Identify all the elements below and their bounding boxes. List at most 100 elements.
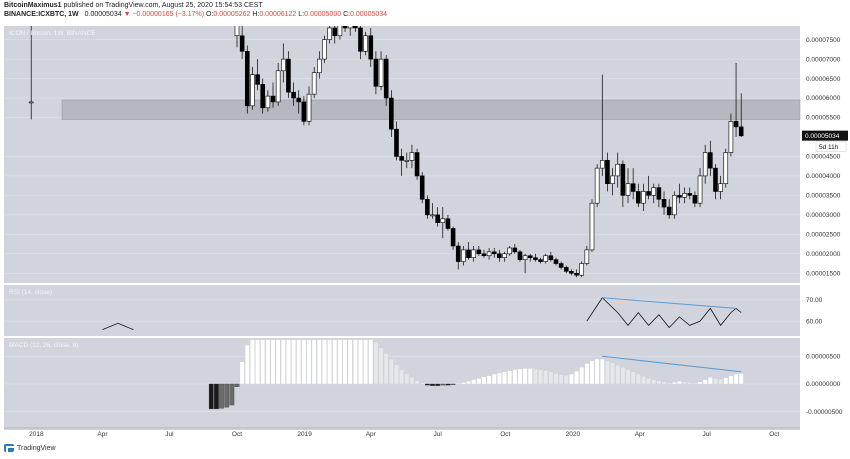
macd-histogram-bar (414, 380, 420, 385)
low-value: 0.00005000 (304, 11, 342, 18)
price-tick-label: 0.00007500 (806, 37, 841, 44)
x-tick-label: Apr (635, 431, 646, 438)
macd-histogram-bar (214, 383, 219, 410)
macd-histogram-bar (337, 339, 343, 385)
macd-histogram-bar (671, 382, 677, 385)
tradingview-logo-icon (4, 444, 14, 452)
macd-histogram-bar (342, 339, 348, 385)
candle-body (641, 191, 646, 204)
close-value: 0.00005034 (350, 11, 388, 18)
candle-body (656, 187, 662, 200)
candle-body (610, 175, 615, 185)
macd-histogram-bar (599, 358, 605, 385)
candle-body (672, 195, 677, 216)
macd-histogram-bar (440, 383, 446, 386)
price-tick-label: 0.00006000 (806, 95, 841, 102)
published-text: published on TradingView.com, August 25,… (63, 2, 263, 9)
candle-body (275, 70, 281, 103)
candle-body (569, 271, 574, 274)
candle-body (522, 255, 528, 260)
symbol-label: BINANCE:ICXBTC, 1W (4, 11, 79, 18)
candle-body (507, 247, 512, 255)
change-value: ▼ −0.00000165 (−3.17%) (123, 11, 205, 18)
x-tick-label: Oct (232, 431, 242, 438)
candle-body (558, 263, 564, 268)
candle-body (702, 152, 708, 177)
candle-body (718, 183, 723, 192)
candle-body (239, 35, 245, 52)
candle-body (538, 259, 543, 262)
candle-body (486, 251, 492, 257)
candle-body (363, 35, 368, 52)
macd-histogram-bar (409, 377, 415, 385)
resistance-zone (61, 99, 801, 120)
macd-histogram-bar (435, 383, 440, 386)
candle-body (476, 249, 482, 255)
macd-histogram-bar (553, 373, 559, 385)
candle-body (651, 187, 657, 196)
macd-histogram-bar (260, 339, 266, 385)
last-value: 0.00005034 (84, 11, 122, 18)
candle-body (517, 251, 523, 260)
candle-body (553, 259, 559, 264)
macd-histogram-bar (702, 379, 708, 385)
macd-histogram-bar (255, 339, 260, 385)
candle-body (466, 249, 471, 258)
macd-histogram-bar (466, 381, 471, 385)
macd-histogram-bar (383, 353, 389, 385)
rsi-divergence-line (602, 297, 737, 309)
macd-histogram-bar (250, 339, 255, 385)
candle-body (471, 249, 476, 258)
macd-histogram-bar (286, 339, 291, 385)
macd-histogram-bar (543, 370, 549, 385)
open-label: O: (206, 11, 214, 18)
macd-histogram-bar (208, 383, 214, 410)
candle-body (579, 263, 585, 276)
candle-body (543, 255, 548, 262)
candle-body (260, 84, 266, 109)
candle-body (620, 163, 626, 196)
macd-histogram-bar (692, 382, 698, 385)
candle-body (502, 253, 507, 258)
macd-histogram-bar (311, 339, 317, 385)
x-tick-label: Jul (433, 431, 442, 438)
candle-body (723, 152, 729, 185)
candle-body (332, 27, 338, 37)
macd-histogram-bar (697, 381, 703, 385)
macd-histogram-bar (579, 367, 585, 385)
macd-histogram-bar (646, 378, 651, 385)
candle-body (394, 128, 399, 157)
candle-body (738, 126, 744, 137)
footer-brand[interactable]: TradingView (17, 444, 56, 452)
macd-histogram-bar (450, 383, 456, 385)
macd-histogram-bar (425, 383, 430, 386)
macd-histogram-bar (455, 383, 461, 385)
macd-histogram-bar (713, 378, 718, 385)
macd-histogram-bar (620, 367, 626, 385)
candle-body (291, 91, 296, 99)
macd-tick-label: -0.00000500 (806, 409, 843, 416)
macd-histogram-bar (512, 369, 518, 385)
x-tick-label: Jul (165, 431, 174, 438)
author-name[interactable]: BitcoinMaximus1 (4, 2, 62, 9)
candle-body (708, 152, 713, 169)
high-value: 0.00006122 (259, 11, 297, 18)
candle-body (733, 121, 739, 128)
candle-body (728, 121, 734, 153)
candle-body (440, 218, 446, 223)
rsi-panel (4, 285, 800, 336)
candle-body (301, 101, 307, 122)
candle-body (358, 27, 363, 52)
macd-histogram-bar (378, 347, 384, 385)
candle-body (265, 95, 271, 109)
macd-histogram-bar (589, 360, 595, 385)
macd-histogram-bar (666, 382, 672, 385)
candle-body (692, 195, 698, 204)
macd-histogram-bar (358, 339, 363, 385)
macd-histogram-bar (419, 382, 425, 385)
candle-body (512, 247, 518, 253)
candle-body (533, 257, 538, 260)
x-tick-label: Apr (97, 431, 108, 438)
macd-histogram-bar (476, 378, 482, 385)
